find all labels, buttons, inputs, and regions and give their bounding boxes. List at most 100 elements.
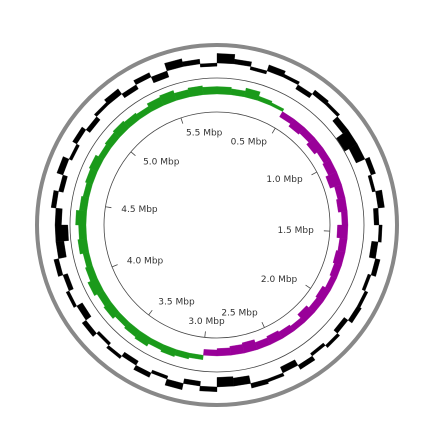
gc-content-bar xyxy=(150,369,169,380)
tick-label: 4.5 Mbp xyxy=(121,205,158,215)
gc-skew-bar xyxy=(136,106,152,120)
gc-content-bar xyxy=(133,365,152,378)
gc-content-bar xyxy=(106,345,122,359)
gc-skew-bar xyxy=(103,301,120,319)
tick-label: 5.5 Mbp xyxy=(186,129,223,139)
gc-skew-bar xyxy=(85,265,98,282)
gc-skew-bar xyxy=(202,86,218,95)
gc-skew-bar xyxy=(315,285,331,303)
gc-content-bar xyxy=(76,302,92,321)
tick-label: 2.0 Mbp xyxy=(261,275,298,285)
tick-label: 0.5 Mbp xyxy=(231,137,268,147)
gc-content-bar xyxy=(369,241,379,259)
gc-content-bar xyxy=(370,258,381,277)
gc-skew-bar xyxy=(124,112,141,128)
gc-skew-bar xyxy=(334,184,346,200)
gc-content-bar xyxy=(233,58,252,67)
gc-skew-bar xyxy=(174,349,190,360)
tick-mark xyxy=(130,151,136,157)
gc-content-bar xyxy=(164,378,184,390)
gc-content-bar xyxy=(336,129,358,152)
gc-content-bar xyxy=(297,355,316,370)
gc-content-bar xyxy=(54,224,69,243)
gc-content-bar xyxy=(150,70,170,84)
gc-skew-bar xyxy=(288,118,305,135)
gc-skew-bar xyxy=(254,337,271,350)
gc-skew-bar xyxy=(75,210,87,226)
gc-content-bar xyxy=(367,174,376,193)
gc-content-bar xyxy=(68,143,80,161)
gc-skew-bar xyxy=(124,322,141,338)
gc-content-bar xyxy=(55,240,67,259)
gc-content-bar xyxy=(333,317,349,334)
gc-skew-bar xyxy=(174,89,190,101)
gc-content-bar xyxy=(332,116,349,134)
gc-content-bar xyxy=(250,378,269,389)
tick-mark xyxy=(148,309,153,316)
gc-content-bar xyxy=(182,58,201,67)
gc-content-bar xyxy=(53,258,64,277)
gc-skew-bar xyxy=(88,154,104,172)
gc-content-bar xyxy=(282,73,300,85)
gc-skew-bar xyxy=(266,330,283,345)
gc-skew-bar xyxy=(79,196,90,212)
gc-content-bar xyxy=(325,102,340,117)
tick-label: 1.0 Mbp xyxy=(266,175,303,185)
gc-content-bar xyxy=(310,342,326,357)
gc-content-bar xyxy=(94,102,109,117)
gc-skew-bar xyxy=(82,182,93,198)
gc-skew-bar xyxy=(82,252,93,268)
gc-skew-bar xyxy=(134,330,152,347)
gc-skew-bar xyxy=(270,102,285,112)
gc-content-bar xyxy=(375,189,385,209)
gc-content-bar xyxy=(295,84,313,99)
gc-skew-bar xyxy=(216,86,232,95)
gc-content-bar xyxy=(56,156,70,176)
gc-content-bar xyxy=(357,290,369,308)
gc-content-bar xyxy=(58,174,68,193)
tick-mark xyxy=(111,264,118,268)
gc-content-bar xyxy=(216,53,236,65)
gc-skew-bar xyxy=(216,347,231,357)
tick-mark xyxy=(305,284,311,289)
gc-skew-bar xyxy=(244,87,261,101)
gc-skew-bar xyxy=(160,344,177,357)
gc-skew-bar xyxy=(329,262,342,279)
gc-skew-bar xyxy=(112,120,130,138)
gc-skew-bar xyxy=(325,275,337,291)
ring-separator xyxy=(69,77,365,373)
tick-label: 4.0 Mbp xyxy=(127,256,164,266)
tick-mark xyxy=(105,206,112,209)
gc-skew-bar xyxy=(257,95,273,106)
gc-skew-bar xyxy=(203,349,218,357)
gc-skew-bar xyxy=(87,278,104,296)
tick-label: 5.0 Mbp xyxy=(143,158,180,168)
gc-content-bar xyxy=(216,376,235,388)
tick-label: 2.5 Mbp xyxy=(221,309,258,319)
gc-content-bar xyxy=(377,224,383,243)
gc-skew-bar xyxy=(241,339,258,354)
tick-label: 3.0 Mbp xyxy=(188,317,225,327)
gc-content-bar xyxy=(266,372,285,383)
tick-mark xyxy=(271,127,276,134)
gc-content-bar xyxy=(361,273,372,292)
gc-content-bar xyxy=(199,62,218,68)
gc-content-bar xyxy=(121,84,139,99)
gc-content-bar xyxy=(347,305,362,324)
gc-content-bar xyxy=(325,333,340,348)
gc-skew-bar xyxy=(297,305,315,323)
tick-mark xyxy=(311,171,318,176)
gc-content-bar xyxy=(164,58,184,72)
gc-skew-bar xyxy=(337,237,348,253)
gc-skew-bar xyxy=(148,338,164,351)
gc-content-bar xyxy=(62,273,74,292)
gc-content-bar xyxy=(121,351,139,366)
tick-label: 3.5 Mbp xyxy=(158,298,195,308)
gc-skew-bar xyxy=(78,224,87,240)
gc-content-bar xyxy=(96,331,111,346)
gc-content-bar xyxy=(65,290,77,308)
gc-content-bar xyxy=(348,143,366,164)
gc-skew-bar xyxy=(159,90,177,106)
gc-content-bar xyxy=(54,207,63,226)
